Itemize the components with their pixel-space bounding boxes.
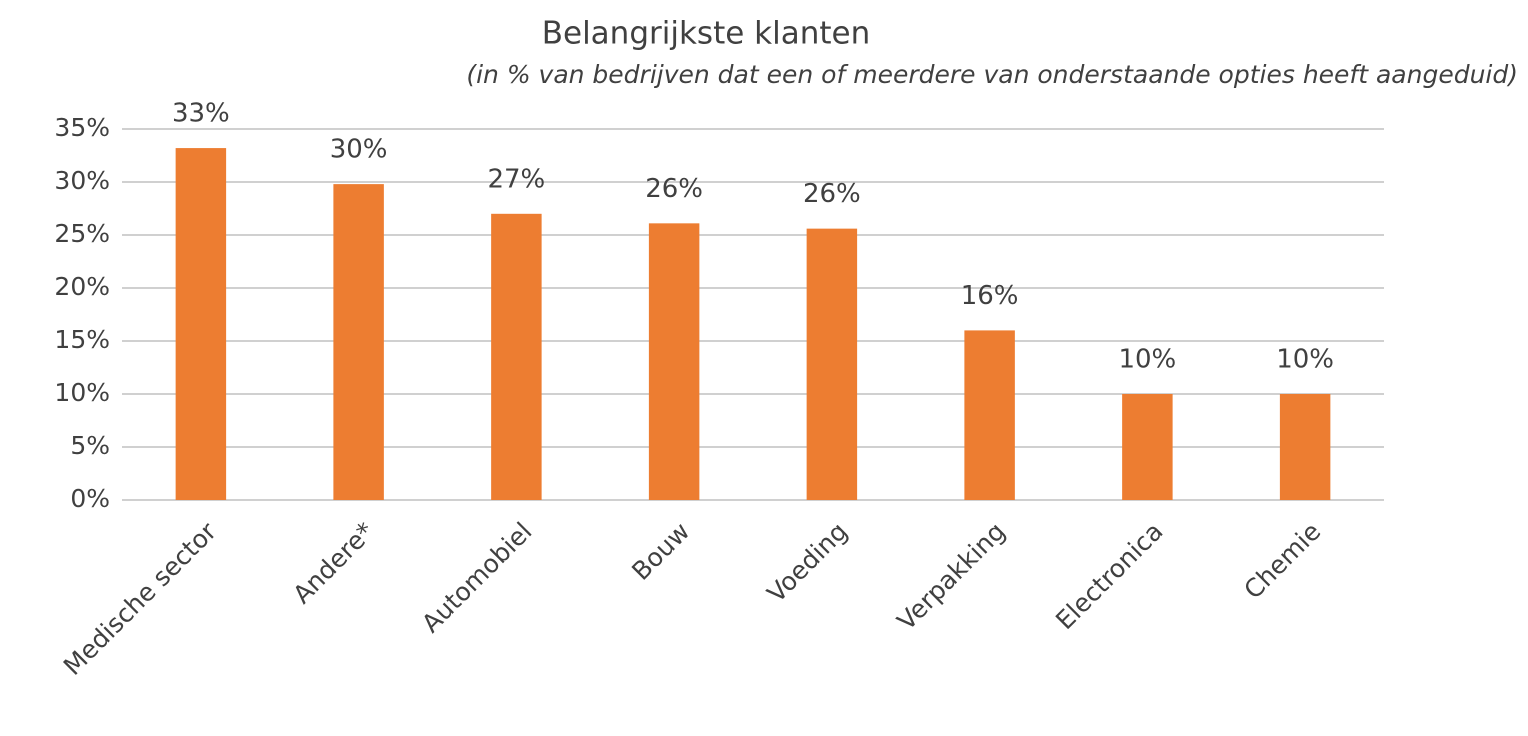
y-tick-label: 5% bbox=[70, 431, 110, 460]
x-tick-label: Medische sector bbox=[58, 516, 223, 681]
y-tick-label: 25% bbox=[54, 219, 110, 248]
data-label: 30% bbox=[330, 135, 388, 165]
y-tick-label: 30% bbox=[54, 166, 110, 195]
x-tick-label: Bouw bbox=[626, 517, 695, 586]
data-label: 26% bbox=[803, 179, 861, 209]
data-label: 33% bbox=[172, 99, 230, 129]
data-label: 27% bbox=[487, 164, 545, 194]
chart-title: Belangrijkste klanten bbox=[542, 16, 871, 52]
data-label: 10% bbox=[1118, 345, 1176, 375]
bar bbox=[964, 330, 1015, 500]
x-tick-label: Chemie bbox=[1238, 517, 1326, 605]
x-tick-label: Verpakking bbox=[892, 517, 1011, 636]
bar bbox=[333, 184, 384, 500]
y-tick-label: 35% bbox=[54, 113, 110, 142]
data-label: 16% bbox=[961, 281, 1019, 311]
y-tick-label: 10% bbox=[54, 378, 110, 407]
bar bbox=[648, 223, 700, 500]
chart-subtitle: (in % van bedrijven dat een of meerdere … bbox=[466, 60, 1518, 89]
x-tick-label: Voeding bbox=[762, 517, 853, 608]
data-label: 26% bbox=[645, 174, 703, 204]
bar bbox=[1279, 394, 1331, 500]
bar bbox=[1122, 394, 1173, 500]
y-tick-label: 0% bbox=[70, 484, 110, 513]
y-tick-label: 20% bbox=[54, 272, 110, 301]
bar bbox=[491, 213, 542, 501]
y-tick-label: 15% bbox=[54, 325, 110, 354]
bar bbox=[806, 228, 858, 500]
bar bbox=[175, 148, 227, 500]
x-tick-label: Electronica bbox=[1050, 517, 1168, 635]
x-tick-label: Andere* bbox=[287, 517, 379, 609]
data-label: 10% bbox=[1276, 345, 1334, 375]
x-tick-label: Automobiel bbox=[416, 517, 538, 639]
